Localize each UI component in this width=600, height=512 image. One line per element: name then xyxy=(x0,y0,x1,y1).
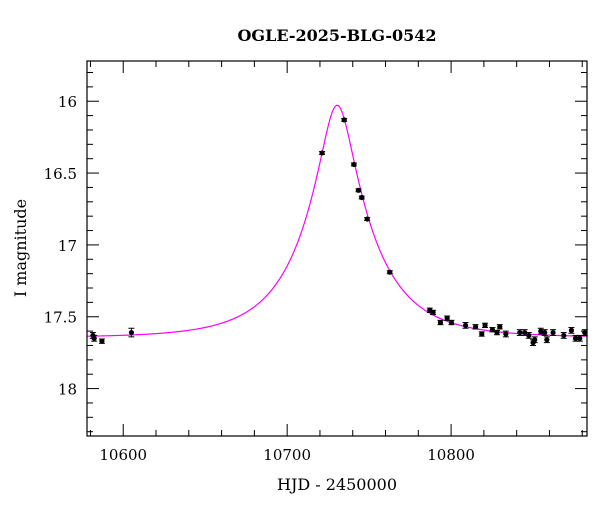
y-tick-label: 16 xyxy=(58,93,77,111)
data-marker xyxy=(572,335,579,341)
y-tick-label: 17.5 xyxy=(44,309,77,327)
data-point xyxy=(462,321,469,329)
data-point xyxy=(444,315,451,321)
data-marker xyxy=(351,161,357,168)
data-point xyxy=(472,324,479,330)
data-marker xyxy=(497,324,503,330)
data-point xyxy=(550,329,557,336)
data-point xyxy=(98,338,105,344)
tick-labels: 10600 10700 10800 16 16.5 17 17.5 18 xyxy=(44,93,475,464)
data-marker xyxy=(359,194,365,201)
chart-title: OGLE-2025-BLG-0542 xyxy=(237,26,436,45)
y-tick-label: 18 xyxy=(58,381,77,399)
data-point xyxy=(341,117,348,123)
data-marker xyxy=(517,329,523,336)
data-point xyxy=(364,216,371,222)
data-marker xyxy=(387,269,393,275)
data-point xyxy=(358,194,365,201)
data-point xyxy=(496,324,503,330)
data-marker xyxy=(99,338,105,344)
x-axis-label: HJD - 2450000 xyxy=(277,475,397,494)
data-point xyxy=(543,336,550,344)
data-point xyxy=(482,322,489,329)
data-point xyxy=(560,332,567,339)
data-marker xyxy=(91,335,97,341)
data-marker xyxy=(526,332,532,339)
data-point xyxy=(350,161,357,168)
data-marker xyxy=(550,329,556,336)
data-marker xyxy=(128,329,135,336)
data-point xyxy=(489,327,496,333)
data-point xyxy=(430,309,437,316)
data-marker xyxy=(448,319,455,326)
x-tick-label: 10800 xyxy=(427,446,475,464)
data-point xyxy=(541,329,548,336)
x-tick-label: 10600 xyxy=(99,446,147,464)
data-point xyxy=(319,150,326,156)
data-marker xyxy=(582,329,588,336)
data-marker xyxy=(319,150,325,156)
data-marker xyxy=(577,335,583,341)
data-marker xyxy=(341,117,347,123)
data-points xyxy=(89,117,588,346)
data-marker xyxy=(494,329,500,336)
data-marker xyxy=(479,331,485,337)
y-tick-label: 16.5 xyxy=(44,165,77,183)
data-marker xyxy=(568,327,575,333)
data-marker xyxy=(462,322,469,328)
data-marker xyxy=(482,322,488,328)
data-point xyxy=(525,332,532,339)
data-marker xyxy=(364,216,370,222)
data-marker xyxy=(532,337,538,343)
model-curve xyxy=(86,104,588,337)
data-marker xyxy=(561,332,567,339)
data-marker xyxy=(355,187,362,193)
data-marker xyxy=(522,329,528,336)
model-curve-group xyxy=(86,104,588,337)
data-marker xyxy=(430,309,436,316)
axis-ticks xyxy=(87,61,587,436)
data-point xyxy=(128,327,135,338)
data-point xyxy=(568,327,575,334)
y-axis-label: I magnitude xyxy=(11,199,30,297)
data-point xyxy=(478,331,485,337)
data-marker xyxy=(437,319,444,326)
data-marker xyxy=(542,329,548,336)
data-point xyxy=(494,329,500,336)
plot-frame xyxy=(86,60,588,437)
x-tick-label: 10700 xyxy=(263,446,311,464)
data-point xyxy=(437,319,444,326)
data-point xyxy=(576,334,583,342)
data-marker xyxy=(503,331,509,337)
data-point xyxy=(531,336,538,344)
data-marker xyxy=(489,327,496,333)
data-point xyxy=(516,329,523,336)
data-marker xyxy=(544,337,550,343)
data-point xyxy=(355,187,362,193)
data-point xyxy=(386,269,393,275)
y-tick-label: 17 xyxy=(58,237,77,255)
data-point xyxy=(502,330,509,338)
data-marker xyxy=(444,315,450,321)
data-marker xyxy=(472,324,479,330)
data-point xyxy=(91,334,98,342)
data-point xyxy=(448,319,455,326)
